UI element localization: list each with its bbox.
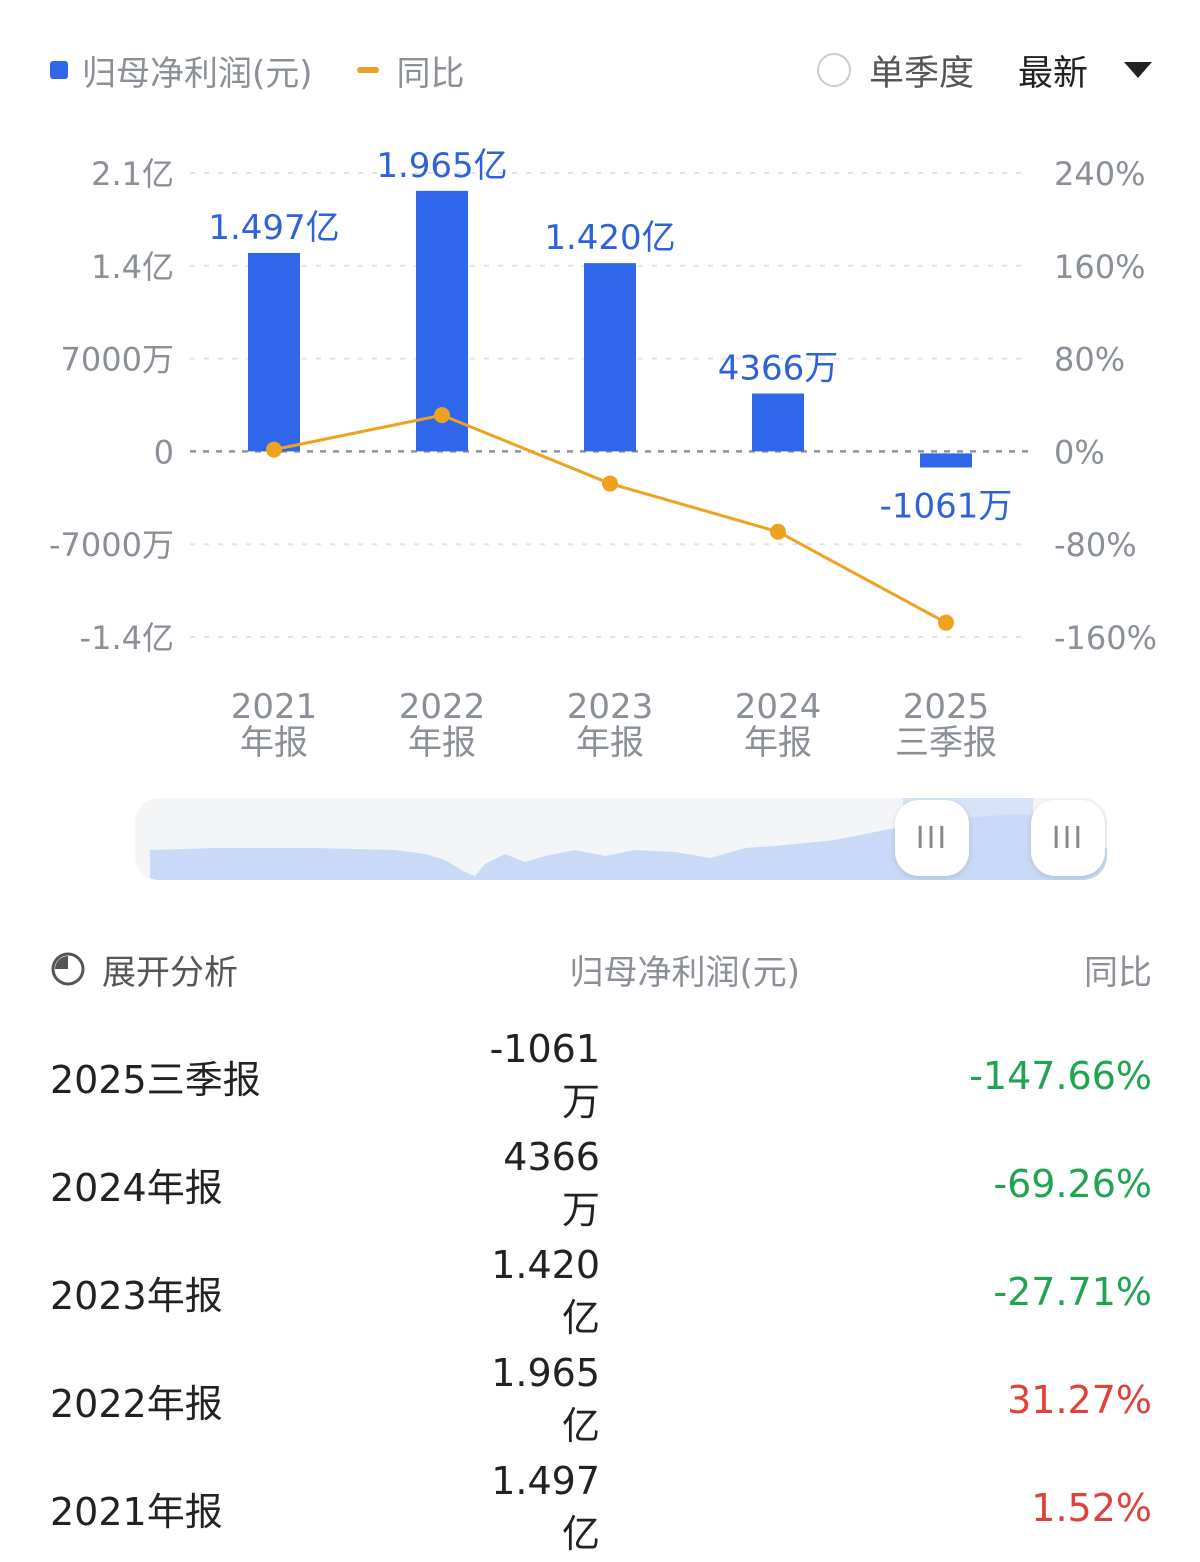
table-row[interactable]: 2024年报 4366万 -69.26%	[50, 1130, 1152, 1238]
row-value: 1.420亿	[491, 1242, 600, 1340]
row-value: 4366万	[503, 1134, 600, 1232]
right-axis-tick-label: -160%	[1054, 619, 1157, 657]
table-row[interactable]: 2023年报 1.420亿 -27.71%	[50, 1238, 1152, 1346]
row-period: 2021年报	[50, 1489, 223, 1534]
legend-line-swatch	[356, 67, 379, 73]
bar-data-label: 1.497亿	[208, 208, 339, 248]
column-header-yoy: 同比	[1084, 952, 1152, 993]
chevron-down-icon[interactable]	[1124, 62, 1152, 78]
legend-label-profit: 归母净利润(元)	[82, 53, 313, 94]
range-navigator[interactable]: III III	[135, 798, 1107, 880]
left-axis-tick-label: 0	[154, 433, 174, 471]
x-tick-label-period: 三季报	[895, 723, 997, 763]
row-period: 2025三季报	[50, 1057, 261, 1102]
legend-bar-swatch	[50, 61, 68, 79]
bar-data-label: 1.420亿	[544, 218, 675, 258]
x-tick-label-year: 2021	[231, 687, 318, 727]
expand-analysis-button[interactable]: 展开分析	[50, 945, 520, 994]
left-axis-tick-label: 2.1亿	[91, 155, 174, 193]
left-axis-tick-label: -7000万	[49, 526, 174, 564]
right-axis-tick-label: 160%	[1054, 248, 1145, 286]
expand-analysis-label[interactable]: 展开分析	[102, 952, 238, 993]
row-yoy: -27.71%	[993, 1270, 1152, 1314]
x-tick-label-year: 2023	[567, 687, 654, 727]
row-period: 2023年报	[50, 1273, 223, 1318]
x-tick-label-year: 2025	[903, 687, 990, 727]
table-row[interactable]: 2025三季报 -1061万 -147.66%	[50, 1022, 1152, 1130]
right-axis-tick-label: 80%	[1054, 341, 1125, 379]
yoy-point	[266, 441, 282, 458]
row-yoy: -147.66%	[969, 1054, 1152, 1098]
x-tick-label-period: 年报	[408, 723, 476, 763]
left-axis-tick-label: -1.4亿	[80, 619, 174, 657]
profit-chart: 2.1亿 1.4亿 7000万 0 -7000万 -1.4亿 240% 160% 80% 0% -8…	[49, 146, 1157, 763]
x-tick-label-period: 年报	[576, 723, 644, 763]
navigator-left-handle[interactable]: III	[895, 800, 969, 876]
bar	[920, 453, 972, 468]
single-quarter-label[interactable]: 单季度	[868, 53, 974, 94]
legend-label-yoy: 同比	[396, 53, 465, 94]
chart-legend: 归母净利润(元) 同比	[50, 42, 465, 98]
x-tick-label-period: 年报	[744, 723, 812, 763]
right-axis-tick-label: 240%	[1054, 155, 1145, 193]
row-value: 1.965亿	[491, 1350, 600, 1448]
bar-data-label: 4366万	[718, 349, 839, 389]
row-period: 2024年报	[50, 1165, 223, 1210]
yoy-point	[602, 475, 618, 492]
chart-controls: 单季度 最新	[816, 42, 1152, 98]
left-axis-tick-label: 1.4亿	[91, 248, 174, 286]
x-tick-label-year: 2022	[399, 687, 486, 727]
table-row[interactable]: 2022年报 1.965亿 31.27%	[50, 1346, 1152, 1454]
yoy-point	[434, 407, 450, 424]
row-value: 1.497亿	[491, 1458, 600, 1556]
table-header: 展开分析 归母净利润(元) 同比	[50, 938, 1152, 1000]
row-period: 2022年报	[50, 1381, 223, 1426]
table-row[interactable]: 2021年报 1.497亿 1.52%	[50, 1454, 1152, 1562]
column-header-value: 归母净利润(元)	[569, 952, 800, 993]
right-axis-tick-label: 0%	[1054, 433, 1105, 471]
navigator-right-handle[interactable]: III	[1031, 800, 1105, 876]
bar	[752, 393, 804, 452]
row-value: -1061万	[489, 1026, 600, 1124]
x-tick-label-period: 年报	[240, 723, 308, 763]
right-axis-tick-label: -80%	[1054, 526, 1137, 564]
bar	[248, 252, 300, 452]
yoy-point	[770, 523, 786, 540]
period-select[interactable]: 最新	[1017, 53, 1088, 94]
row-yoy: 1.52%	[1031, 1486, 1152, 1530]
row-yoy: 31.27%	[1007, 1378, 1152, 1422]
bar-data-label: -1061万	[880, 486, 1013, 526]
row-yoy: -69.26%	[993, 1162, 1152, 1206]
x-tick-label-year: 2024	[735, 687, 822, 727]
pie-chart-icon	[51, 952, 85, 986]
bar	[584, 263, 636, 452]
bar-data-label: 1.965亿	[376, 146, 507, 186]
yoy-point	[938, 614, 954, 631]
single-quarter-radio[interactable]	[816, 53, 851, 87]
left-axis-tick-label: 7000万	[61, 341, 174, 379]
